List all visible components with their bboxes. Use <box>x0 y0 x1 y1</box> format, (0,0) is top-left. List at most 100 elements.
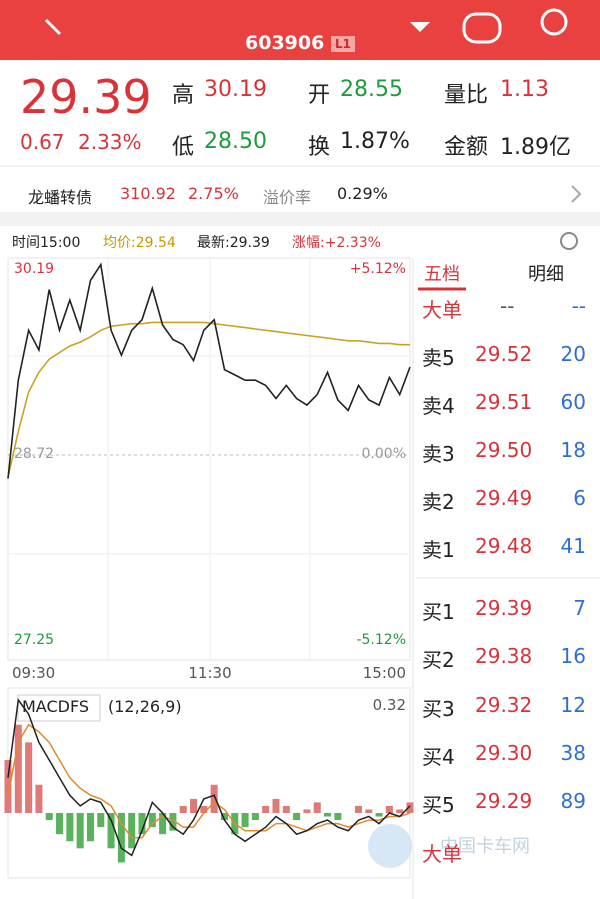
pct-label: +5.12% <box>349 261 406 277</box>
macd-bar <box>4 760 12 813</box>
prev-icon[interactable] <box>410 22 430 32</box>
stat-value: 30.19 <box>204 77 267 102</box>
macd-bar <box>324 813 332 817</box>
chart-frame <box>7 257 411 661</box>
order-price: 29.50 <box>475 438 533 462</box>
macd-bar <box>200 805 208 813</box>
y-label: 28.72 <box>14 446 55 462</box>
order-label: 卖1 <box>422 538 455 562</box>
stat-label: 量比 <box>444 83 489 108</box>
line <box>7 321 410 478</box>
order-price: 29.48 <box>475 534 533 558</box>
bond-price: 310.92 <box>120 184 176 203</box>
order-volume: 16 <box>560 644 586 669</box>
macd-name-box <box>17 694 101 722</box>
macd-bar <box>241 813 249 828</box>
chevron[interactable] <box>571 185 582 203</box>
order-price: 29.39 <box>475 596 533 620</box>
y-label: 30.19 <box>14 261 55 277</box>
change: 0.67 <box>20 130 65 154</box>
macd-bar <box>97 813 105 828</box>
watermark: 中国卡车网 <box>440 836 530 857</box>
chart-time: 时间15:00 <box>12 235 81 251</box>
level-badge: L1 <box>330 35 355 52</box>
macd-bar <box>76 813 84 849</box>
macd-bar <box>251 813 259 821</box>
order-label: 卖5 <box>422 346 455 370</box>
order-label: 卖2 <box>422 490 455 514</box>
order-volume: 60 <box>560 390 586 414</box>
chart-latest: 最新:29.39 <box>197 235 270 251</box>
order-volume: 38 <box>560 740 586 765</box>
x-label: 15:00 <box>362 664 406 682</box>
macd-bar <box>56 813 64 835</box>
macd-bar <box>282 805 290 813</box>
macd-frame <box>7 687 411 879</box>
macd-bar <box>334 813 342 821</box>
macd-bar <box>86 813 94 842</box>
last-price: 29.39 <box>20 70 152 124</box>
macd-bar <box>35 784 43 813</box>
x-label: 09:30 <box>12 664 56 682</box>
order-volume: 89 <box>560 789 586 814</box>
macd-bar <box>272 798 280 813</box>
order-price: 29.29 <box>475 789 533 814</box>
macd-bar <box>107 813 115 849</box>
bond-name[interactable]: 龙蟠转债 <box>28 188 93 207</box>
macd-bar <box>190 798 198 813</box>
macd-name[interactable]: MACDFS <box>22 697 90 716</box>
stat-label: 金额 <box>444 135 489 160</box>
line <box>7 262 411 479</box>
y-label: 27.25 <box>14 632 55 648</box>
tab[interactable]: 明细 <box>528 264 564 285</box>
macd-bar <box>262 805 270 813</box>
macd-bar <box>354 805 362 813</box>
order-price: 29.49 <box>475 486 533 510</box>
stat-value: 1.13 <box>500 77 549 102</box>
macd-bar <box>406 802 414 813</box>
stat-label: 高 <box>172 83 195 108</box>
macd-bar <box>25 742 33 813</box>
stat-value: 28.55 <box>340 77 403 102</box>
pct-label: -5.12% <box>356 632 406 648</box>
macd-max: 0.32 <box>372 696 406 714</box>
search-icon[interactable] <box>540 8 568 36</box>
order-volume: 7 <box>573 596 586 620</box>
change-pct: 2.33% <box>78 130 142 154</box>
macd-bar <box>396 809 404 813</box>
macd-bar <box>220 813 228 821</box>
big-order-label: 大单 <box>422 842 462 866</box>
order-volume: 41 <box>560 534 586 558</box>
order-label: 买1 <box>422 600 455 624</box>
macd-bar <box>148 813 156 828</box>
macd-bar <box>313 802 321 813</box>
back-icon[interactable] <box>44 18 62 36</box>
order-label: 卖4 <box>422 394 455 418</box>
macd-bar <box>117 813 125 863</box>
macd-bar <box>375 813 383 817</box>
order-volume: 20 <box>560 342 586 366</box>
line <box>7 698 411 857</box>
settings-icon[interactable] <box>560 232 578 250</box>
order-price: 29.38 <box>475 644 533 669</box>
title-row: 603906 L1 <box>0 32 600 54</box>
macd-bar <box>128 813 136 849</box>
tab[interactable]: 五档 <box>424 264 460 285</box>
order-price: 29.30 <box>475 740 533 765</box>
macd-bar <box>293 813 301 821</box>
watermark-logo <box>368 824 412 868</box>
order-price: 29.32 <box>475 692 533 717</box>
divider-band <box>0 212 600 226</box>
macd-bar <box>14 724 22 813</box>
stat-value: 1.87% <box>340 129 410 154</box>
order-label: 买4 <box>422 744 455 769</box>
stat-value: 28.50 <box>204 129 267 154</box>
stock-code: 603906 <box>245 32 325 54</box>
chat-icon[interactable] <box>462 12 502 44</box>
macd-bar <box>45 813 53 821</box>
order-price: 29.51 <box>475 390 533 414</box>
macd-bar <box>303 809 311 813</box>
